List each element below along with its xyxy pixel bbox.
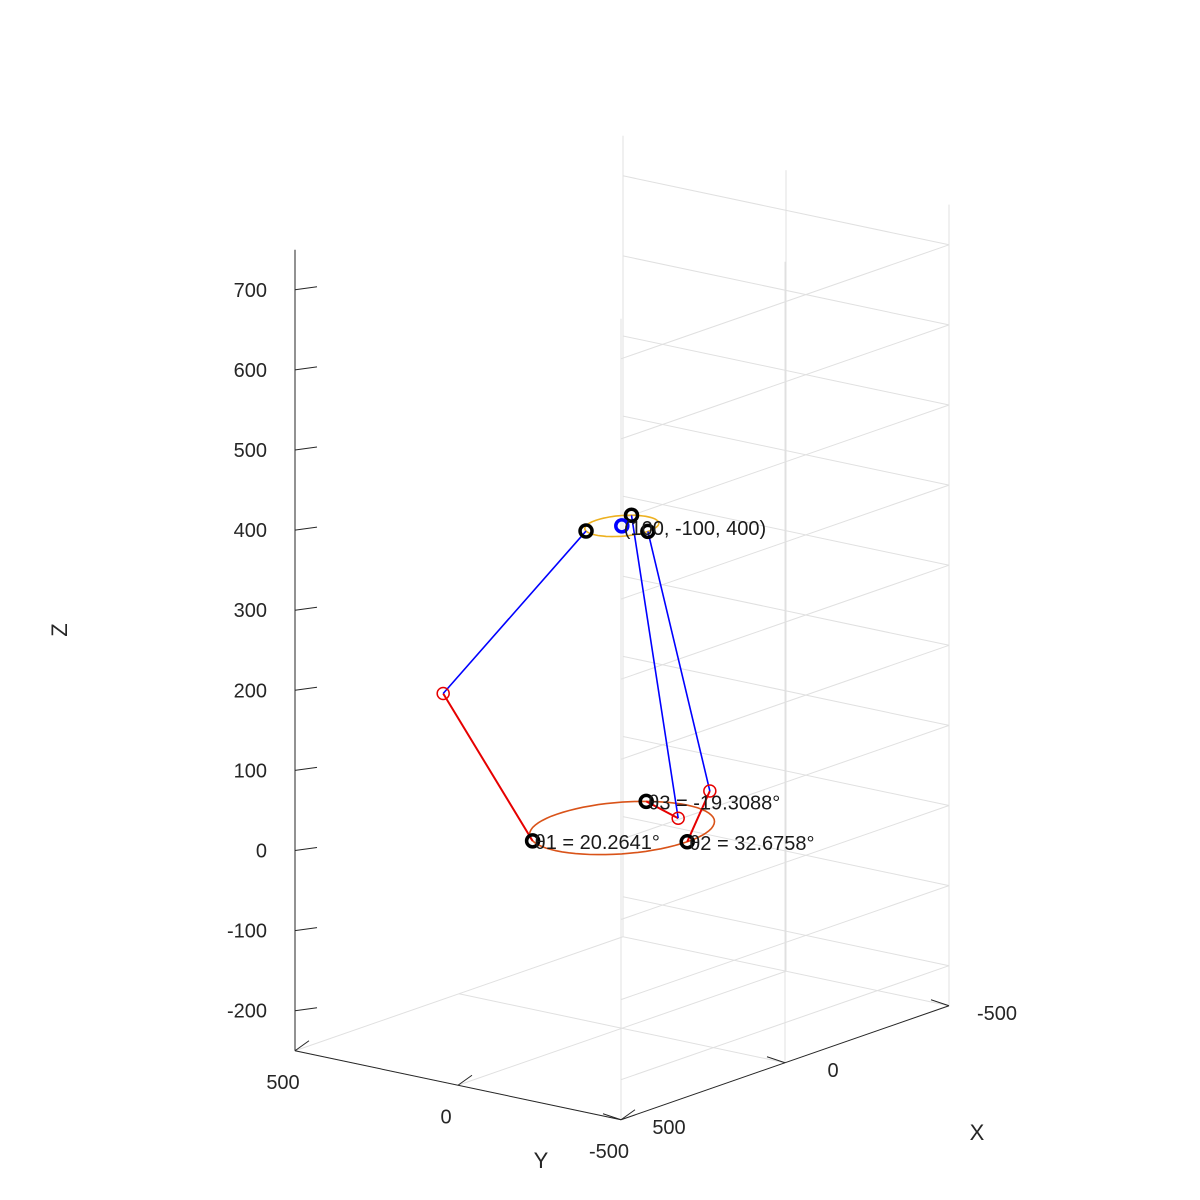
lower-arm-1 [442,530,587,695]
annotations: (100, -100, 400) θ1 = 20.2641° θ2 = 32.675… [535,518,815,855]
grid-line-h-wall2 [620,324,950,440]
y-tick-mark [457,1074,473,1086]
grid-line-h-wall2 [620,564,950,680]
grid-line-h-wall1 [622,495,950,566]
z-tick-label: 700 [234,280,267,302]
elbow-joint-3 [671,811,685,825]
grid-line-h-wall2 [620,404,950,520]
tick-labels: -200 -100 0 100 200 300 400 500 600 700 -500 0 500 -5… [47,280,1017,1173]
elbow-joint-1 [436,686,450,701]
y-tick-label: -500 [589,1141,629,1163]
z-tick-label: 500 [234,440,267,462]
x-tick-label: 0 [827,1060,838,1082]
z-tick-label: 0 [256,841,267,863]
grid-line-h-wall1 [622,736,950,806]
z-tick-mark [294,927,318,932]
grid-line-h-wall1 [622,255,950,326]
z-axis-title: Z [47,623,72,636]
y-tick-label: 0 [440,1106,451,1128]
z-tick-mark [294,766,318,771]
grid-line-h-wall2 [620,724,950,840]
x-tick-mark [930,999,950,1007]
shoulder-joint-3 [638,793,654,810]
z-tick-label: 300 [234,600,267,622]
theta3-label: θ3 = -19.3088° [648,792,780,814]
theta1-label: θ1 = 20.2641° [535,832,660,854]
x-tick-mark [602,1113,622,1121]
end-effector-point [614,518,630,534]
y-tick-mark [294,1040,310,1052]
x-tick-label: 500 [652,1117,685,1139]
grid-lines [294,135,950,1121]
axes [294,249,950,1121]
lower-arm-3 [630,515,679,819]
grid-line-h-wall2 [620,885,950,1001]
upper-arm-2 [686,790,711,843]
y-tick-label: 500 [266,1072,299,1094]
y-tick-mark [620,1109,636,1121]
grid-line-h-wall2 [620,484,950,600]
z-tick-mark [294,1007,318,1012]
grid-line-h-wall1 [622,415,950,486]
z-tick-mark [294,847,318,851]
x-axis-title: X [970,1120,985,1145]
z-tick-mark [294,366,318,371]
grid-line-h-wall1 [622,655,950,726]
shoulder-joint-1 [524,833,541,849]
z-tick-label: 400 [234,520,267,542]
grid-line-h-wall1 [622,896,950,967]
grid-line-h-wall2 [620,805,950,920]
x-tick-mark [766,1056,786,1064]
grid-line-h-wall2 [620,644,950,760]
elbow-joint-2 [703,784,717,798]
z-tick-label: 200 [234,680,267,702]
grid-line-h-wall2 [620,965,950,1081]
z-tick-mark [294,526,318,531]
z-tick-mark [294,606,318,611]
z-tick-label: -200 [227,1001,267,1023]
grid-line-h-wall2 [620,244,950,360]
wrist-joint-1 [578,523,594,539]
wrist-joint-3 [623,507,640,523]
z-tick-label: 100 [234,760,267,782]
x-tick-label: -500 [977,1003,1017,1025]
grid-line-h-wall1 [622,175,950,246]
z-tick-label: -100 [227,921,267,943]
grid-line-h-wall1 [622,575,950,646]
grid-line-floor-x [622,936,950,1007]
z-tick-mark [294,446,318,451]
end-effector-label: (100, -100, 400) [624,518,766,540]
z-tick-mark [294,686,318,691]
shoulder-joint-2 [679,834,695,850]
theta2-label: θ2 = 32.6758° [689,833,814,855]
grid-line-h-wall1 [622,816,950,887]
z-tick-mark [294,286,318,291]
z-tick-label: 600 [234,360,267,382]
upper-arm-1 [442,692,534,842]
lower-arm-2 [647,531,711,792]
base-circle [528,800,716,856]
grid-line-h-wall1 [622,335,950,406]
wrist-joint-2 [640,523,656,540]
plot-data [436,507,717,856]
y-axis-title: Y [534,1148,549,1173]
grid-line-floor-x [458,993,786,1064]
